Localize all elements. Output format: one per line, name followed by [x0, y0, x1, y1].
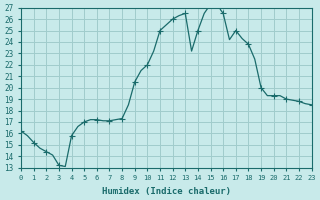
X-axis label: Humidex (Indice chaleur): Humidex (Indice chaleur) [102, 187, 231, 196]
